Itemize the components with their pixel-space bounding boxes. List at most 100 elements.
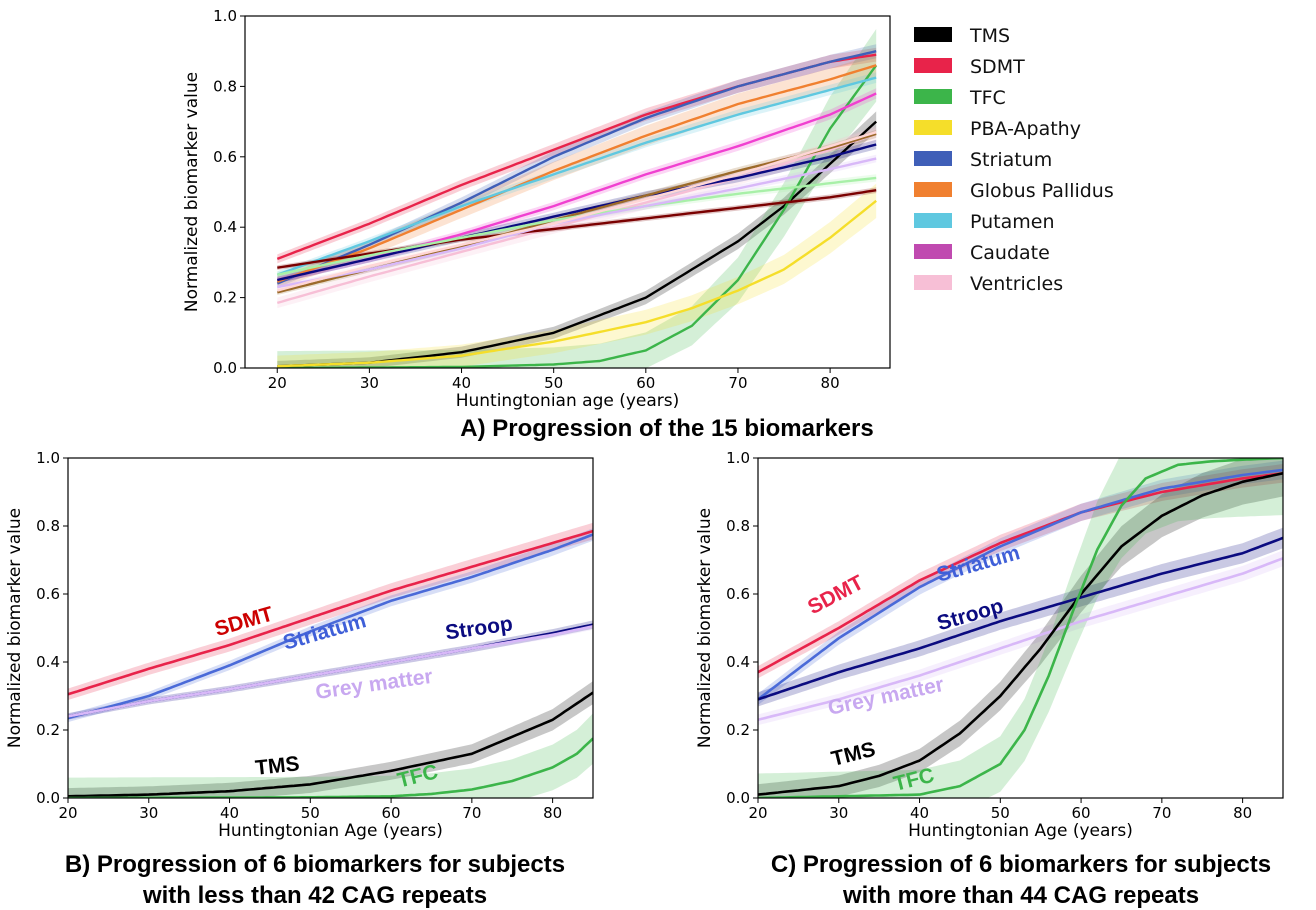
x-tick-label: 50 [544,374,563,392]
legend-swatch [914,89,952,104]
y-tick-label: 0.0 [726,789,750,807]
y-tick-label: 1.0 [36,449,60,467]
caption-c-line1: C) Progression of 6 biomarkers for subje… [771,851,1271,878]
legend-label: TMS [969,25,1010,47]
x-tick-label: 60 [636,374,655,392]
y-tick-label: 0.2 [213,289,237,307]
line-tfc [758,458,1283,798]
chart-c: 20 30 40 50 60 70 80 0.0 0.2 0.4 0.6 0.8 1.0 Huntingt… [695,449,1284,841]
x-tick-label: 20 [268,374,287,392]
y-tick-label: 0.2 [36,721,60,739]
legend-label: SDMT [970,56,1025,78]
legend-swatch [914,27,952,42]
y-axis-label: Normalized biomarker value [695,508,715,748]
caption-a: A) Progression of the 15 biomarkers [460,415,873,442]
x-tick-label: 80 [821,374,840,392]
band-caudate [277,88,877,284]
x-tick-label: 40 [910,804,929,822]
x-tick-label: 50 [991,804,1010,822]
x-tick-label: 80 [543,804,562,822]
legend-swatch [914,213,952,228]
y-axis-label: Normalized biomarker value [5,508,25,748]
x-tick-label: 70 [728,374,747,392]
y-tick-label: 1.0 [213,7,237,25]
legend-swatch [914,182,952,197]
plot-frame [67,457,594,799]
legend-label: Putamen [970,211,1055,233]
band-tfc [758,458,1283,798]
band-striatum [277,44,877,288]
legend-swatch [914,120,952,135]
annotation-tms: TMS [829,738,878,771]
x-tick-label: 50 [301,804,320,822]
x-tick-label: 70 [1152,804,1171,822]
caption-b-line1: B) Progression of 6 biomarkers for subje… [65,851,565,878]
y-tick-label: 0.8 [213,77,237,95]
band-tms [758,458,1283,798]
y-tick-label: 0.6 [213,148,237,166]
band-globus-pallidus [277,53,877,289]
y-tick-label: 0.2 [726,721,750,739]
plot-area [276,29,878,368]
band-sdmt [277,47,877,264]
line-series-14 [276,131,877,292]
plot-frame [244,15,891,369]
y-tick-label: 0.4 [36,653,60,671]
line-tms [68,691,593,798]
y-axis-label: Normalized biomarker value [182,72,202,312]
line-series-13 [277,157,877,289]
x-tick-label: 60 [382,804,401,822]
legend-entry-globus-pallidus: Globus Pallidus [914,180,1114,202]
x-axis-label: Huntingtonian age (years) [456,391,680,411]
legend-entry-tms: TMS [914,25,1010,47]
line-stroop [758,536,1283,701]
x-tick-label: 20 [58,804,77,822]
y-tick-label: 0.8 [726,517,750,535]
band-striatum [68,528,593,723]
legend-swatch [914,58,952,73]
x-axis-label: Huntingtonian Age (years) [218,821,443,841]
x-tick-label: 30 [139,804,158,822]
line-ventricles [276,132,877,305]
x-tick-label: 40 [452,374,471,392]
band-tfc [277,29,877,368]
line-grey-matter [758,557,1283,722]
legend-label: Striatum [970,149,1052,171]
legend-label: PBA-Apathy [970,118,1081,140]
band-pba-apathy [277,183,877,368]
line-series-9 [277,143,877,282]
y-tick-label: 0.4 [726,653,750,671]
y-tick-label: 0.6 [36,585,60,603]
line-striatum [758,468,1283,701]
line-tms [758,472,1283,796]
y-tick-label: 0.8 [36,517,60,535]
line-sdmt [758,472,1283,674]
y-tick-label: 1.0 [726,449,750,467]
legend-label: Caudate [970,242,1050,264]
band-tms [68,681,593,798]
line-grey-matter [68,625,593,718]
legend-swatch [914,275,952,290]
legend-entry-striatum: Striatum [914,149,1052,171]
legend-label: Globus Pallidus [970,180,1114,202]
band-tfc [68,713,593,798]
legend-swatch [914,151,952,166]
legend: TMS SDMT TFC PBA-Apathy Striatum Globus Palli… [914,25,1114,295]
caption-b-line2: with less than 42 CAG repeats [142,882,487,909]
plot-area [758,458,1283,798]
y-tick-label: 0.4 [213,218,237,236]
x-tick-label: 70 [462,804,481,822]
chart-b: 20 30 40 50 60 70 80 0.0 0.2 0.4 0.6 0.8 1.0 Huntingt… [5,449,594,841]
legend-label: TFC [969,87,1006,109]
x-tick-label: 40 [220,804,239,822]
x-tick-label: 60 [1072,804,1091,822]
line-putamen [276,76,877,276]
caption-c-line2: with more than 44 CAG repeats [842,882,1199,909]
legend-entry-tfc: TFC [914,87,1006,109]
annotation-tms: TMS [254,752,300,780]
x-axis-label: Huntingtonian Age (years) [908,821,1133,841]
legend-swatch [914,244,952,259]
line-striatum [68,533,593,720]
line-sdmt [68,529,593,696]
